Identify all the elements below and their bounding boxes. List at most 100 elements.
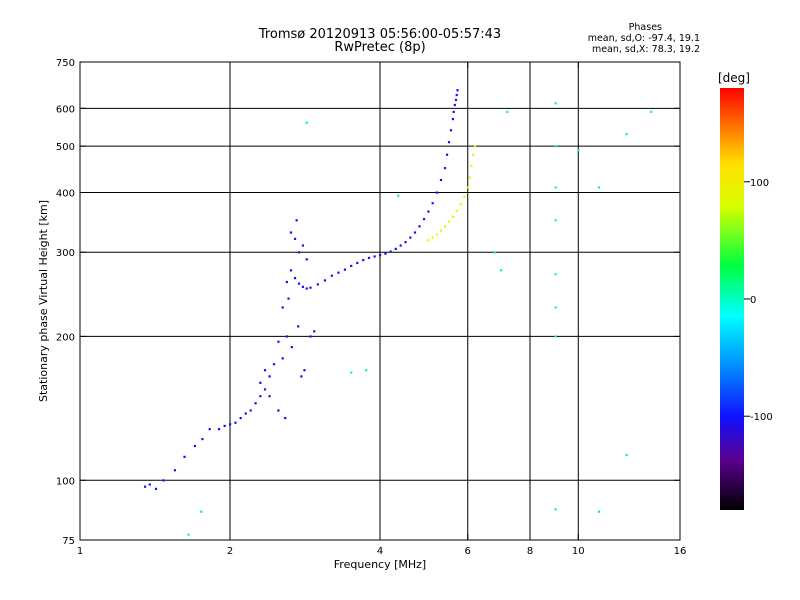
data-point-series-0 xyxy=(362,258,365,262)
data-point-series-0 xyxy=(384,252,387,255)
data-point-series-1 xyxy=(300,375,303,378)
data-point-series-0 xyxy=(418,225,421,228)
data-point-series-0 xyxy=(234,421,237,424)
y-tick-label: 600 xyxy=(56,104,75,115)
y-tick-label: 200 xyxy=(56,332,75,343)
data-point-series-2 xyxy=(431,236,434,239)
data-point-series-0 xyxy=(249,409,252,412)
colorbar-tick-label: 100 xyxy=(750,178,769,189)
data-point-series-2 xyxy=(451,215,455,218)
data-point-series-0 xyxy=(404,241,407,244)
data-point-series-1 xyxy=(287,297,290,300)
data-point-series-3 xyxy=(397,194,400,197)
data-point-series-1 xyxy=(297,251,301,254)
data-point-series-2 xyxy=(447,220,451,223)
y-tick-label: 75 xyxy=(62,536,75,547)
data-point-series-0 xyxy=(244,412,247,415)
data-point-series-0 xyxy=(263,388,267,391)
data-point-series-0 xyxy=(379,254,382,257)
data-point-series-0 xyxy=(301,285,305,288)
data-point-series-0 xyxy=(367,256,371,260)
y-tick-label: 500 xyxy=(56,142,75,153)
x-tick-label: 6 xyxy=(465,546,471,557)
data-point-series-0 xyxy=(456,89,459,92)
data-point-series-0 xyxy=(373,255,376,258)
data-point-series-0 xyxy=(389,250,392,253)
data-point-series-0 xyxy=(217,428,221,431)
data-point-series-3 xyxy=(554,186,557,189)
data-point-series-1 xyxy=(281,357,284,360)
data-point-series-3 xyxy=(493,251,497,254)
data-point-series-0 xyxy=(148,483,151,486)
chart-title-line-2: RwPretec (8p) xyxy=(334,40,426,55)
data-point-series-0 xyxy=(343,268,347,271)
data-point-series-2 xyxy=(459,203,462,206)
data-point-series-1 xyxy=(263,369,267,372)
data-point-series-3 xyxy=(650,110,653,114)
data-point-series-0 xyxy=(201,437,204,441)
data-point-series-3 xyxy=(365,369,368,372)
data-point-series-0 xyxy=(268,375,271,378)
data-point-series-0 xyxy=(439,178,443,182)
data-point-series-0 xyxy=(183,455,186,458)
data-point-series-3 xyxy=(577,149,580,152)
y-tick-label: 100 xyxy=(56,476,75,487)
data-point-series-3 xyxy=(597,510,601,513)
data-point-series-0 xyxy=(454,98,458,102)
data-point-series-0 xyxy=(281,306,284,309)
data-point-series-1 xyxy=(305,258,308,261)
x-tick-label: 2 xyxy=(227,546,233,557)
data-point-series-0 xyxy=(452,110,455,114)
data-point-series-0 xyxy=(193,444,197,448)
data-point-series-3 xyxy=(625,453,628,457)
data-point-series-0 xyxy=(223,424,226,428)
data-point-series-0 xyxy=(443,167,447,170)
data-point-series-1 xyxy=(290,346,293,349)
data-point-series-3 xyxy=(554,306,557,309)
data-point-series-0 xyxy=(285,280,288,284)
data-point-series-3 xyxy=(554,145,557,148)
data-point-series-2 xyxy=(435,233,438,236)
data-point-series-0 xyxy=(350,264,353,267)
data-point-series-2 xyxy=(463,195,466,198)
colorbar-tick-label: -100 xyxy=(750,412,773,423)
data-point-series-0 xyxy=(208,428,211,431)
x-axis-ticks: 1 2 4 6 8 10 16 xyxy=(77,62,686,557)
data-point-series-0 xyxy=(143,485,147,488)
data-point-series-0 xyxy=(413,231,417,234)
data-point-series-3 xyxy=(506,110,509,114)
y-axis-label: Stationary phase Virtual Height [km] xyxy=(37,200,50,402)
data-point-series-0 xyxy=(330,274,333,277)
data-point-series-0 xyxy=(297,282,301,285)
data-point-series-3 xyxy=(554,508,557,511)
data-point-series-1 xyxy=(309,335,312,338)
data-point-series-0 xyxy=(449,129,453,132)
data-point-series-1 xyxy=(284,416,287,420)
data-point-series-1 xyxy=(303,369,306,372)
data-point-series-0 xyxy=(435,191,438,194)
data-point-series-0 xyxy=(277,340,280,343)
data-point-series-0 xyxy=(356,261,359,265)
data-point-series-0 xyxy=(447,141,451,144)
plot-grid xyxy=(80,62,680,540)
y-axis-ticks: 75 100 200 300 400 500 600 750 xyxy=(56,58,680,547)
colorbar-ticks: 100 0 -100 xyxy=(744,178,773,423)
data-point-series-0 xyxy=(162,479,165,482)
data-point-series-3 xyxy=(350,371,353,374)
data-point-series-1 xyxy=(277,409,280,412)
colorbar xyxy=(720,88,744,510)
data-point-series-3 xyxy=(554,219,557,222)
data-point-series-3 xyxy=(554,102,557,105)
data-point-series-0 xyxy=(173,469,177,472)
data-point-series-0 xyxy=(259,395,262,398)
data-point-series-2 xyxy=(468,176,471,179)
data-point-series-0 xyxy=(154,487,158,490)
data-point-series-3 xyxy=(500,269,503,272)
data-point-series-0 xyxy=(455,93,458,97)
data-point-series-2 xyxy=(470,164,473,167)
data-point-series-0 xyxy=(272,363,276,366)
y-tick-label: 400 xyxy=(56,188,75,199)
data-point-series-3 xyxy=(187,533,190,536)
chart-title-line-1: Tromsø 20120913 05:56:00-05:57:43 xyxy=(258,27,502,42)
